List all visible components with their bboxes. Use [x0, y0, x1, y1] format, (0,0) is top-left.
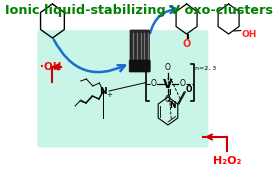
Text: O: O	[165, 94, 171, 104]
Text: N: N	[99, 87, 107, 95]
Text: Ionic liquid-stabilizing V oxo-clusters: Ionic liquid-stabilizing V oxo-clusters	[4, 4, 273, 17]
FancyBboxPatch shape	[130, 30, 149, 64]
FancyBboxPatch shape	[129, 60, 150, 72]
Text: O: O	[186, 84, 192, 94]
Text: +: +	[106, 92, 112, 98]
Text: n=2, 3: n=2, 3	[196, 66, 217, 71]
Text: O: O	[165, 64, 171, 73]
Text: OH: OH	[242, 30, 257, 39]
Text: H₂O₂: H₂O₂	[213, 156, 241, 166]
Text: N: N	[169, 101, 175, 111]
Text: O: O	[150, 80, 157, 88]
FancyBboxPatch shape	[37, 30, 208, 148]
Text: O: O	[183, 39, 191, 49]
Text: ·OH: ·OH	[40, 62, 61, 72]
Text: O: O	[179, 80, 186, 88]
Text: V: V	[163, 77, 173, 91]
